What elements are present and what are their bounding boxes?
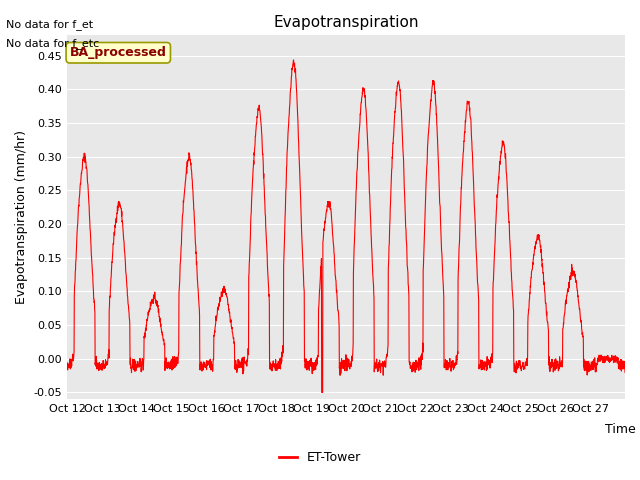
Text: BA_processed: BA_processed — [70, 46, 166, 59]
Text: No data for f_et: No data for f_et — [6, 19, 93, 30]
X-axis label: Time: Time — [605, 423, 636, 436]
Y-axis label: Evapotranspiration (mm/hr): Evapotranspiration (mm/hr) — [15, 130, 28, 304]
Title: Evapotranspiration: Evapotranspiration — [273, 15, 419, 30]
Legend: ET-Tower: ET-Tower — [273, 446, 367, 469]
Text: No data for f_etc: No data for f_etc — [6, 38, 100, 49]
